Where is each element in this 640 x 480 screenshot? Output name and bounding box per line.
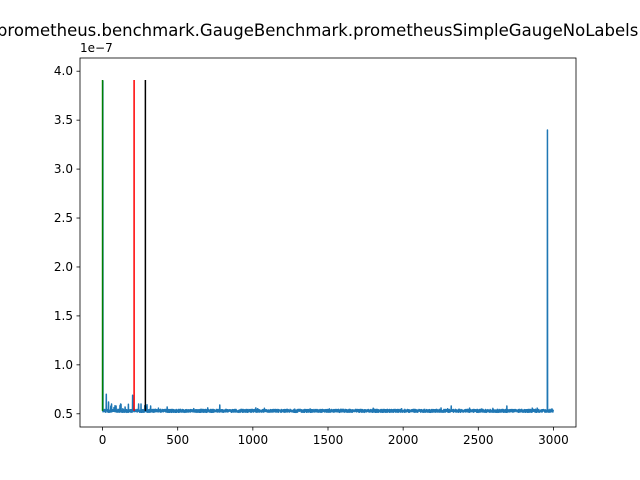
- y-tick-label: 2.5: [54, 211, 73, 225]
- plot-area: 0 500 1000 1500 2000 2500 3000 0.5 1.0 1.5 2.0 2.5…: [54, 41, 577, 447]
- y-tick-label: 0.5: [54, 407, 73, 421]
- x-tick-label: 0: [99, 433, 107, 447]
- x-tick-label: 500: [166, 433, 189, 447]
- x-tick-label: 2000: [388, 433, 419, 447]
- y-axis: 0.5 1.0 1.5 2.0 2.5 3.0 3.5 4.0: [54, 64, 80, 421]
- y-tick-label: 3.5: [54, 113, 73, 127]
- y-tick-label: 3.0: [54, 162, 73, 176]
- vertical-marker-lines: [101, 80, 147, 411]
- x-tick-label: 1500: [313, 433, 344, 447]
- y-tick-label: 2.0: [54, 260, 73, 274]
- x-axis: 0 500 1000 1500 2000 2500 3000: [99, 427, 569, 447]
- series-line: [101, 80, 555, 414]
- y-tick-label: 4.0: [54, 64, 73, 78]
- chart-title: io.prometheus.benchmark.GaugeBenchmark.p…: [0, 21, 640, 40]
- y-offset-label: 1e−7: [80, 41, 113, 55]
- y-tick-label: 1.5: [54, 309, 73, 323]
- x-tick-label: 3000: [538, 433, 569, 447]
- series-layer: [101, 80, 555, 414]
- x-tick-label: 2500: [463, 433, 494, 447]
- x-tick-label: 1000: [238, 433, 269, 447]
- y-tick-label: 1.0: [54, 358, 73, 372]
